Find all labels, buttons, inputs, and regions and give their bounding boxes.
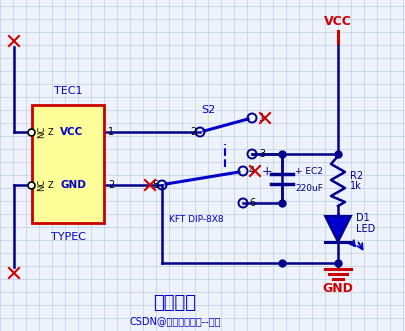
Text: LED: LED	[356, 224, 375, 234]
Text: TYPEC: TYPEC	[51, 232, 85, 242]
Text: +: +	[262, 165, 272, 177]
Text: S2: S2	[201, 105, 215, 115]
Bar	[32, 105, 104, 223]
Text: KFT DIP-8X8: KFT DIP-8X8	[169, 214, 223, 223]
Text: 2: 2	[190, 127, 196, 137]
Text: NC: NC	[38, 179, 47, 191]
Text: 1: 1	[108, 127, 114, 137]
Text: 电源电路: 电源电路	[153, 294, 196, 312]
Text: GND: GND	[60, 180, 86, 190]
Text: 5: 5	[152, 180, 158, 190]
Text: GND: GND	[322, 282, 354, 296]
Text: 6: 6	[249, 198, 255, 208]
Text: + EC2: + EC2	[295, 166, 323, 175]
Text: D1: D1	[356, 213, 370, 223]
Text: R2: R2	[350, 171, 363, 181]
Text: TEC1: TEC1	[54, 86, 82, 96]
Text: VCC: VCC	[324, 15, 352, 27]
Text: 1: 1	[259, 113, 265, 123]
Text: 3: 3	[259, 149, 265, 159]
Text: 220uF: 220uF	[295, 183, 323, 193]
Polygon shape	[325, 216, 351, 242]
Text: Z: Z	[47, 180, 53, 190]
Text: VCC: VCC	[60, 127, 83, 137]
Text: 1k: 1k	[350, 181, 362, 191]
Text: 2: 2	[108, 180, 114, 190]
Text: CSDN@单片机俱乐部--官方: CSDN@单片机俱乐部--官方	[129, 316, 221, 326]
Text: 4: 4	[249, 166, 255, 176]
Text: Z: Z	[47, 127, 53, 136]
Text: NC: NC	[38, 126, 47, 138]
